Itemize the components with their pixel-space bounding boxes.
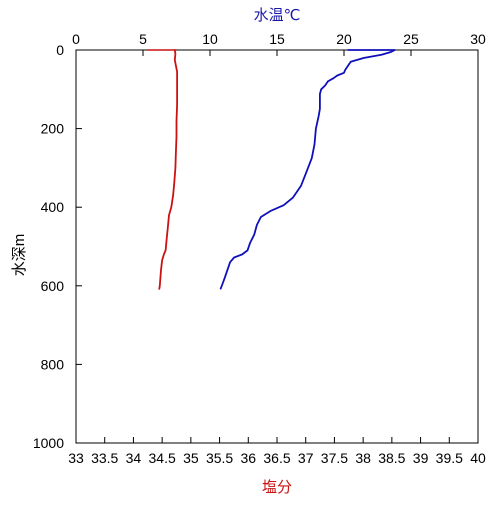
top-x-tick-label: 15 xyxy=(269,31,285,47)
top-x-tick-label: 25 xyxy=(403,31,419,47)
series-layer xyxy=(147,49,396,290)
axes-layer: 0 200 400 600 800 1000 0 5 10 15 20 25 30 33 33.5 34 34.… xyxy=(33,31,486,466)
top-x-tick-label: 20 xyxy=(336,31,352,47)
bottom-x-tick-label: 36.5 xyxy=(263,450,290,466)
y-tick-label: 800 xyxy=(41,356,65,372)
bottom-x-tick-label: 33.5 xyxy=(91,450,118,466)
bottom-axis-title: 塩分 xyxy=(262,479,292,496)
bottom-x-tick-label: 37 xyxy=(298,450,314,466)
top-x-tick-label: 0 xyxy=(72,31,80,47)
bottom-x-tick-label: 38 xyxy=(355,450,371,466)
labels-layer: 水温℃ 塩分 水深m xyxy=(11,7,300,496)
temperature-profile-line xyxy=(219,49,396,290)
y-tick-label: 0 xyxy=(56,42,64,58)
top-x-tick-label: 30 xyxy=(470,31,486,47)
bottom-x-tick-label: 39.5 xyxy=(436,450,463,466)
bottom-x-tick-label: 35.5 xyxy=(206,450,233,466)
plot-frame xyxy=(75,49,479,444)
bottom-x-tick-label: 39 xyxy=(413,450,429,466)
y-axis-title: 水深m xyxy=(11,234,28,277)
y-tick-label: 400 xyxy=(41,199,65,215)
bottom-x-tick-label: 35 xyxy=(183,450,199,466)
y-tick-label: 600 xyxy=(41,278,65,294)
bottom-x-tick-label: 37.5 xyxy=(321,450,348,466)
salinity-profile-line xyxy=(158,49,178,290)
y-tick-label: 200 xyxy=(41,121,65,137)
y-tick-label: 1000 xyxy=(33,435,64,451)
bottom-x-tick-label: 34.5 xyxy=(149,450,176,466)
bottom-x-tick-label: 38.5 xyxy=(378,450,405,466)
bottom-x-tick-label: 33 xyxy=(68,450,84,466)
top-x-tick-label: 5 xyxy=(139,31,147,47)
bottom-x-tick-label: 34 xyxy=(126,450,142,466)
top-x-tick-label: 10 xyxy=(202,31,218,47)
bottom-x-tick-label: 36 xyxy=(240,450,256,466)
top-axis-title: 水温℃ xyxy=(254,7,301,24)
bottom-x-tick-label: 40 xyxy=(470,450,486,466)
